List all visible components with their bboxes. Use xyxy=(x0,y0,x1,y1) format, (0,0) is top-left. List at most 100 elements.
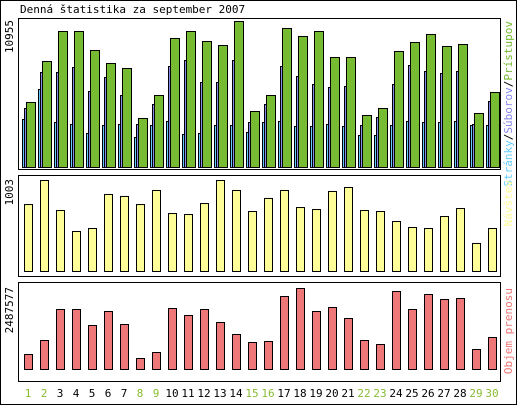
x-tick-label: 25 xyxy=(405,387,418,400)
bar xyxy=(282,27,292,168)
bar xyxy=(360,340,369,370)
x-tick-label: 8 xyxy=(137,387,144,400)
bar xyxy=(280,189,289,272)
bar xyxy=(266,95,276,168)
bar xyxy=(152,352,161,370)
bar xyxy=(312,209,321,272)
x-tick-label: 1 xyxy=(25,387,32,400)
legend-separator: / xyxy=(502,134,515,141)
bar xyxy=(264,197,273,272)
bar xyxy=(488,336,497,371)
bar xyxy=(232,333,241,370)
x-tick-label: 24 xyxy=(389,387,403,400)
bar xyxy=(344,186,353,272)
x-tick-label: 18 xyxy=(293,387,306,400)
bar xyxy=(346,56,356,168)
bar xyxy=(42,60,52,168)
legend-entry: Návštev xyxy=(502,180,515,227)
x-tick-label: 16 xyxy=(261,387,274,400)
bar xyxy=(264,341,273,370)
bar xyxy=(186,30,196,168)
bar xyxy=(280,295,289,370)
bar xyxy=(296,288,305,370)
bar xyxy=(248,342,257,370)
x-tick-label: 23 xyxy=(373,387,386,400)
bar xyxy=(168,307,177,370)
bar xyxy=(24,204,33,273)
x-tick-label: 10 xyxy=(165,387,178,400)
x-tick-label: 11 xyxy=(181,387,194,400)
legend-entry: Objem prenosu xyxy=(502,288,515,374)
bar xyxy=(184,315,193,371)
bar xyxy=(456,298,465,371)
x-tick-label: 15 xyxy=(245,387,258,400)
bar xyxy=(488,227,497,272)
bar xyxy=(106,62,116,169)
bar xyxy=(120,195,129,272)
bar xyxy=(74,30,84,168)
bar xyxy=(330,56,340,168)
panel-frame xyxy=(18,18,501,170)
bar xyxy=(392,291,401,371)
bar xyxy=(24,354,33,370)
bar xyxy=(394,50,404,168)
bar xyxy=(104,311,113,370)
bar xyxy=(314,30,324,168)
bar xyxy=(248,211,257,273)
bar xyxy=(298,35,308,169)
bar xyxy=(184,214,193,273)
bar xyxy=(218,45,228,168)
bar xyxy=(56,210,65,273)
x-tick-label: 14 xyxy=(229,387,243,400)
bar xyxy=(200,309,209,371)
x-tick-label: 19 xyxy=(309,387,322,400)
bar xyxy=(72,230,81,272)
bar xyxy=(120,323,129,370)
x-tick-label: 4 xyxy=(73,387,80,400)
bar xyxy=(472,242,481,272)
bar xyxy=(58,30,68,168)
bar xyxy=(376,344,385,371)
x-tick-label: 6 xyxy=(105,387,112,400)
bar xyxy=(88,324,97,370)
x-tick-label: 7 xyxy=(121,387,128,400)
x-tick-label: 12 xyxy=(197,387,210,400)
legend-entry: Prístupov xyxy=(502,21,515,81)
bar xyxy=(296,207,305,273)
bar xyxy=(26,102,36,168)
chart-title: Denná štatistika za september 2007 xyxy=(20,3,245,16)
legend-entry: Súborov xyxy=(502,87,515,134)
legend: Návštev xyxy=(502,180,515,227)
bar xyxy=(56,309,65,371)
y-tick-label: 2487577 xyxy=(3,287,16,333)
y-tick-label: 1003 xyxy=(3,179,16,206)
bar xyxy=(408,309,417,371)
bar xyxy=(122,68,132,168)
bar xyxy=(250,110,260,168)
x-tick-label: 21 xyxy=(341,387,354,400)
bar xyxy=(90,50,100,168)
bar xyxy=(216,321,225,371)
bar xyxy=(154,95,164,168)
bar xyxy=(72,309,81,371)
bar xyxy=(234,21,244,168)
bar xyxy=(136,204,145,273)
bar xyxy=(360,210,369,273)
bar xyxy=(426,33,436,169)
bar xyxy=(202,41,212,169)
x-tick-label: 3 xyxy=(57,387,64,400)
x-tick-label: 30 xyxy=(485,387,498,400)
bar xyxy=(104,193,113,272)
panel-frame xyxy=(18,175,501,277)
bar xyxy=(424,293,433,371)
bar xyxy=(200,203,209,272)
panel-frame xyxy=(18,282,501,382)
x-tick-label: 22 xyxy=(357,387,370,400)
x-tick-label: 20 xyxy=(325,387,338,400)
x-tick-label: 27 xyxy=(437,387,450,400)
bar xyxy=(328,190,337,273)
x-tick-label: 13 xyxy=(213,387,226,400)
legend: Objem prenosu xyxy=(502,288,515,374)
x-tick-label: 26 xyxy=(421,387,434,400)
